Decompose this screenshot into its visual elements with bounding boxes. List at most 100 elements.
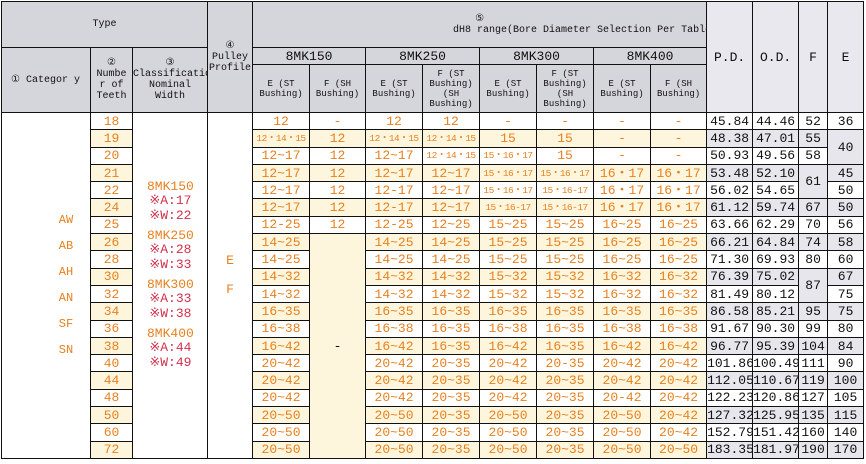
bore-8mk400-e: 20~50	[593, 423, 652, 442]
category-label: SN	[58, 342, 74, 357]
bore-8mk300-f: 16~35	[536, 302, 595, 321]
od-cell: 100.49	[752, 354, 800, 373]
od-cell: 90.30	[752, 319, 800, 338]
bore-8mk300-f: 15・16-17	[536, 198, 595, 217]
bore-8mk300-f: 15・16・17	[536, 163, 595, 183]
pd-cell: 81.49	[706, 284, 754, 304]
header-bushing: F (ST Bushing) (SH Bushing)	[422, 64, 481, 113]
table-row: 36 16~38 16~38 16~35 16~38 16~35 16~38 16~38 91.…	[2, 319, 865, 338]
category-label: AN	[58, 290, 74, 305]
bore-8mk300-e: 15~32	[479, 267, 538, 286]
bore-8mk250-f: 16~35	[422, 302, 481, 321]
table-row: AW AB AH AN SF SN 18 8MK150 ※A:17 ※W:22 8MK250 ※A:2…	[1, 111, 865, 459]
table-row: 20 12~17 12 12~17 12・14・15 15・16・17 15- -50.93 4…	[2, 146, 864, 165]
od-cell: 47.01	[752, 129, 800, 148]
bore-8mk400-f: 16~25	[650, 233, 708, 252]
bore-8mk250-e: 12-17	[365, 198, 424, 217]
e-cell: 75	[827, 302, 865, 321]
od-cell: 62.29	[752, 215, 800, 235]
classification-a: ※A:17	[149, 193, 192, 209]
bore-8mk300-e: 20~42	[479, 371, 538, 390]
classification-w: ※W:22	[149, 208, 192, 224]
bore-8mk400-f: 16~35	[650, 302, 708, 321]
header-range-num: ⑤	[475, 13, 485, 25]
f-cell: 80	[798, 250, 829, 269]
bore-8mk250-f: 12~17	[422, 163, 481, 183]
f-cell: 55	[798, 129, 829, 148]
bore-8mk250-f: 20~35	[422, 406, 481, 425]
bore-8mk300-e: 15・16・17	[479, 181, 538, 200]
e-cell: 140	[827, 423, 865, 442]
bore-8mk250-e: 20~50	[365, 440, 424, 459]
od-cell: 151.42	[752, 423, 800, 442]
f-cell: 135	[798, 406, 829, 425]
bore-8mk150-f: 12	[309, 129, 367, 148]
e-cell: 84	[827, 336, 865, 356]
od-cell: 85.21	[752, 302, 800, 321]
bore-8mk150-e: 12-25	[252, 215, 311, 235]
header-range: ⑤ dH8 range(Bore Diameter Selection Per T…	[252, 1, 708, 48]
pd-cell: 91.67	[706, 319, 754, 338]
header-od: O.D.	[752, 1, 800, 113]
bore-8mk400-f: 16~25	[650, 250, 708, 269]
bore-8mk400-f: 16・17	[650, 181, 708, 200]
od-cell: 125.95	[752, 406, 800, 425]
table-row: 40 20~42 20~42 20~35 20~42 20-35 20~42 20~42 101…	[2, 354, 865, 373]
bore-8mk250-f: 12~17	[422, 198, 481, 217]
bore-8mk250-f: 12	[422, 111, 481, 131]
teeth-cell: 28	[90, 250, 133, 269]
bore-8mk400-f: 20~42	[650, 423, 708, 442]
teeth-cell: 25	[90, 215, 133, 235]
bore-8mk250-f: 12~25	[422, 215, 481, 235]
classification-name: 8MK300	[147, 277, 194, 293]
bore-8mk250-f: 12~17	[422, 181, 481, 200]
bore-8mk300-f: 15	[536, 129, 595, 148]
bore-8mk300-f: 20~35	[536, 371, 595, 390]
e-cell: 58	[827, 233, 865, 252]
e-cell: 60	[827, 250, 865, 269]
bore-8mk150-e: 12~17	[252, 181, 311, 200]
header-group-8mk250: 8MK250	[365, 47, 481, 65]
bore-8mk250-e: 12~17	[365, 146, 424, 165]
bore-8mk150-e: 20~42	[252, 354, 311, 373]
bore-8mk150-e: 16~38	[252, 319, 311, 338]
e-cell: 90	[827, 354, 865, 373]
pd-cell: 56.02	[706, 181, 754, 200]
bore-8mk400-e: 16~32	[593, 284, 652, 304]
teeth-cell: 20	[90, 146, 133, 165]
f-cell: 111	[798, 354, 829, 373]
f-cell: 104	[798, 336, 829, 356]
header-pd: P.D.	[706, 1, 754, 113]
table-row: 22 12~17 12 12-17 12~17 15・16・17 15・16-17 16・17…	[2, 181, 865, 200]
pd-cell: 45.84	[706, 111, 754, 131]
pd-cell: 61.12	[706, 198, 754, 217]
bore-8mk250-e: 20~42	[365, 371, 424, 390]
teeth-cell: 44	[90, 371, 133, 390]
bore-8mk400-f: 20~42	[650, 354, 708, 373]
bore-8mk400-f: 20~42	[650, 371, 708, 390]
bore-8mk150-e: 20~42	[252, 371, 311, 390]
classification-w: ※W:49	[149, 355, 192, 371]
bore-8mk250-e: 12-25	[365, 215, 424, 235]
od-cell: 59.74	[752, 198, 800, 217]
bore-8mk400-e: -	[593, 111, 652, 131]
table-row: 50 20~50 20~50 20~35 20~50 20~35 20~50 20~42 127…	[2, 406, 865, 425]
profile-label: E	[226, 253, 234, 269]
f-cell: 190	[798, 440, 829, 459]
bore-8mk150-e: 14~25	[252, 233, 311, 252]
bore-8mk400-e: 20~50	[593, 440, 652, 459]
header-bushing: E (ST Bushing)	[593, 64, 652, 113]
bore-8mk300-f: 16~35	[536, 319, 595, 338]
classification-cell: 8MK150 ※A:17 ※W:22 8MK250 ※A:28 ※W:33 8MK300 ※A…	[131, 112, 209, 459]
bore-8mk300-e: 15~25	[479, 233, 538, 252]
bore-8mk400-f: -	[650, 146, 708, 165]
bore-8mk150-e: 12~17	[252, 163, 311, 183]
bore-8mk250-f: 14~32	[422, 267, 481, 286]
header-range-text: dH8 range(Bore Diameter Selection Per Ta…	[453, 24, 707, 36]
bore-8mk300-e: 20~50	[479, 423, 538, 442]
bore-8mk400-e: -	[593, 146, 652, 165]
bore-8mk300-e: 20~50	[479, 440, 538, 459]
bore-8mk300-e: 15~25	[479, 215, 538, 235]
od-cell: 49.56	[752, 146, 800, 165]
